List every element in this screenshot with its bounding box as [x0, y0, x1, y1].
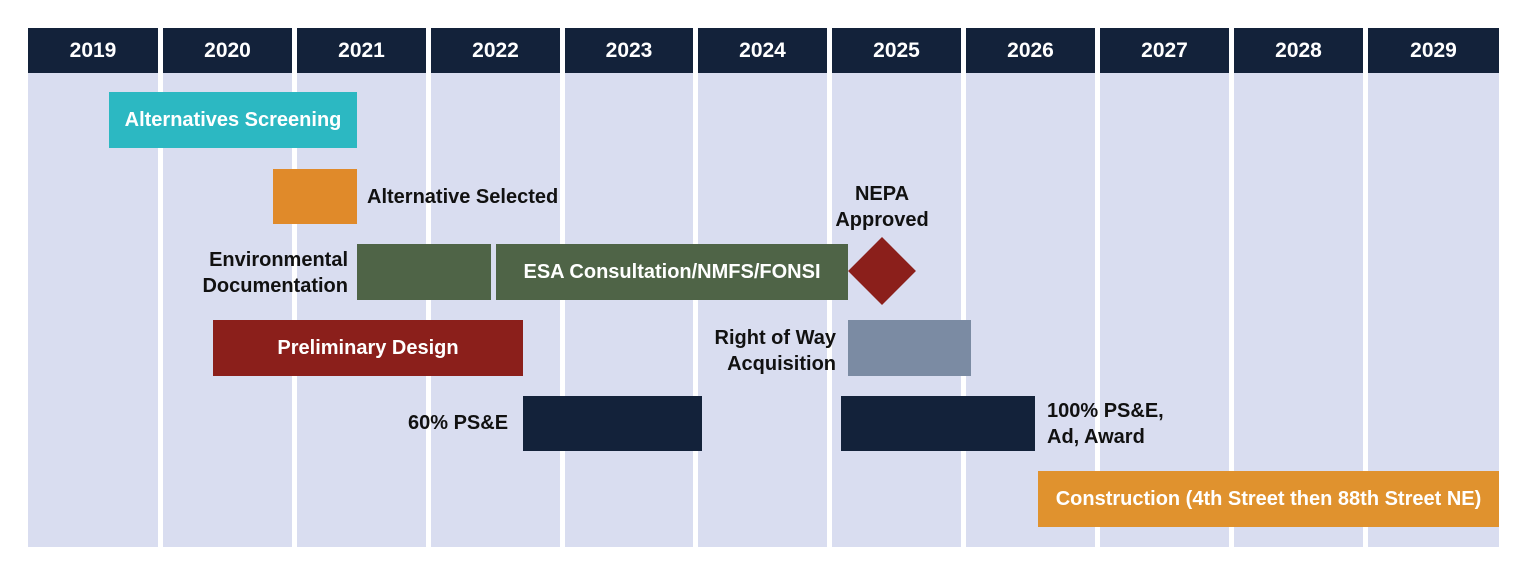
pse-60-label: 60% PS&E	[408, 412, 509, 434]
year-header: 2022	[431, 28, 560, 73]
year-header: 2023	[565, 28, 693, 73]
year-header: 2020	[163, 28, 292, 73]
alternative-selected-bar	[273, 169, 357, 224]
year-header: 2025	[832, 28, 961, 73]
year-header: 2028	[1234, 28, 1363, 73]
year-header: 2027	[1100, 28, 1229, 73]
alternative-selected-label: Alternative Selected	[367, 186, 559, 208]
right-of-way-label: Right of Way Acquisition	[714, 327, 836, 375]
year-column-2029: 2029	[1368, 28, 1499, 547]
year-header: 2019	[28, 28, 158, 73]
environmental-documentation-bar	[357, 244, 491, 300]
year-header: 2029	[1368, 28, 1499, 73]
year-header: 2024	[698, 28, 827, 73]
alternatives-screening-bar: Alternatives Screening	[109, 92, 357, 148]
preliminary-design-bar: Preliminary Design	[213, 320, 523, 376]
esa-consultation-bar: ESA Consultation/NMFS/FONSI	[496, 244, 848, 300]
year-column-2028: 2028	[1234, 28, 1363, 547]
year-header: 2021	[297, 28, 426, 73]
esa-consultation-label: ESA Consultation/NMFS/FONSI	[523, 260, 821, 283]
pse-100-label: 100% PS&E, Ad, Award	[1047, 400, 1164, 448]
pse-100-bar	[841, 396, 1035, 451]
construction-bar: Construction (4th Street then 88th Stree…	[1038, 471, 1499, 527]
alternatives-screening-label: Alternatives Screening	[124, 108, 342, 131]
environmental-documentation-label: Environmental Documentation	[202, 249, 348, 297]
year-column-2026: 2026	[966, 28, 1095, 547]
year-column-2027: 2027	[1100, 28, 1229, 547]
right-of-way-bar	[848, 320, 971, 376]
preliminary-design-label: Preliminary Design	[277, 336, 459, 359]
year-header: 2026	[966, 28, 1095, 73]
nepa-approved-label: NEPA Approved	[835, 183, 929, 231]
pse-60-bar	[523, 396, 702, 451]
construction-label: Construction (4th Street then 88th Stree…	[1055, 487, 1482, 510]
